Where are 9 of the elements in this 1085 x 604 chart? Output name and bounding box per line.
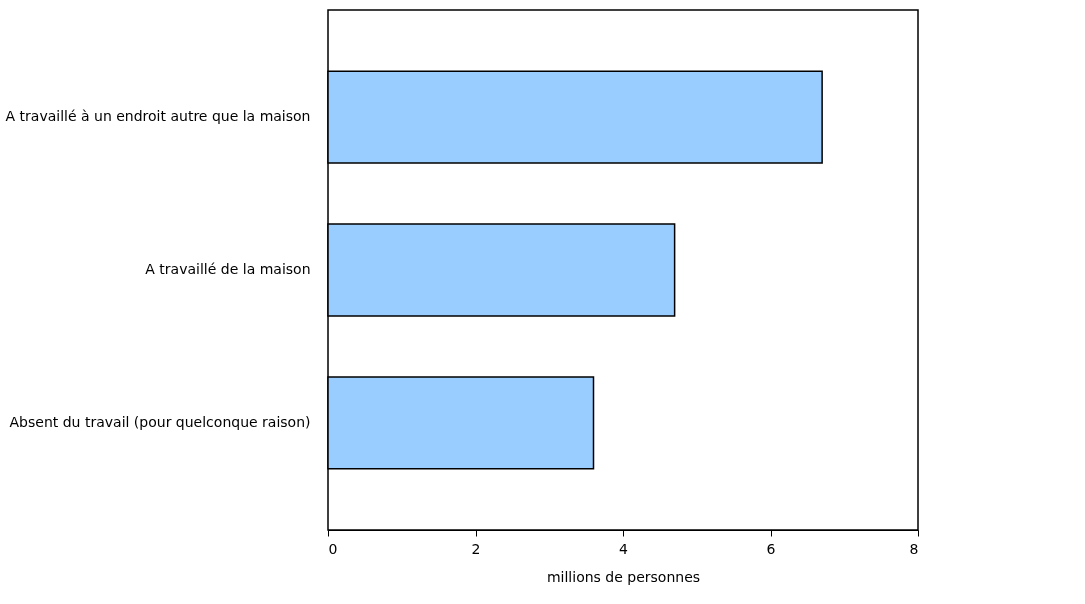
- x-axis-title: millions de personnes: [546, 568, 701, 585]
- y-tick-label: A travaillé à un endroit autre que la maison: [5, 108, 311, 125]
- x-tick-label: 6: [766, 540, 776, 557]
- x-tick-label: 8: [909, 540, 919, 557]
- x-tick-label: 4: [619, 540, 629, 557]
- y-tick-label: A travaillé de la maison: [145, 261, 311, 277]
- x-tick-label: 2: [471, 540, 481, 557]
- y-tick-label: Absent du travail (pour quelconque raison): [9, 413, 311, 430]
- x-tick-label: 0: [328, 540, 338, 557]
